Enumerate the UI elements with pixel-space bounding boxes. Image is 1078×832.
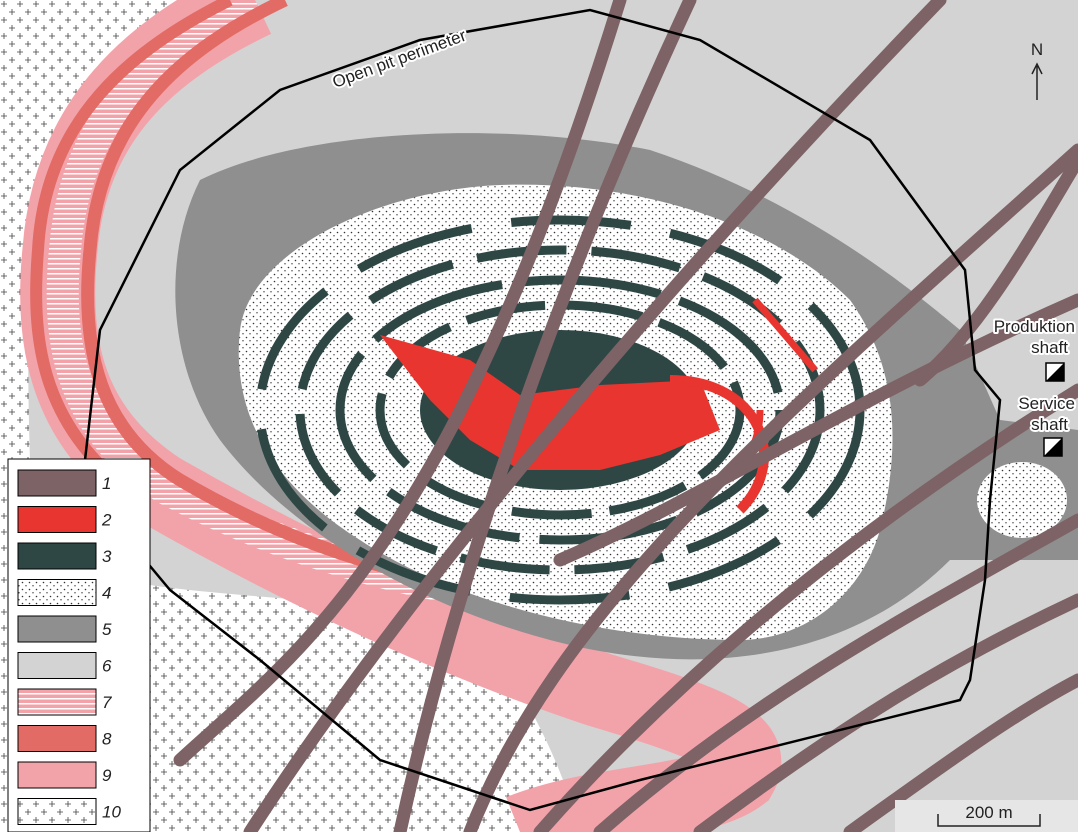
legend-swatch [17,725,97,752]
shaft-label: Produktion [994,317,1075,336]
legend-label: 4 [102,584,111,603]
dikes [173,0,1078,832]
legend-swatch [17,579,97,606]
legend-swatch [17,798,97,825]
red-band [30,0,233,505]
ore-body [380,335,720,470]
legend-label: 6 [102,657,112,676]
legend-label: 5 [102,620,112,639]
legend-label: 7 [102,693,112,712]
ore-lens [752,297,818,373]
legend-swatch [17,761,97,789]
red-band [81,0,471,592]
legend-swatch [17,542,97,570]
legend-label: 10 [102,803,121,822]
shaft-icon [1043,437,1063,457]
dotted-zone [977,462,1067,538]
legend-label: 2 [101,511,112,530]
legend-swatch [17,506,97,533]
shaft-label: shaft [1031,338,1068,357]
north-label: N [1031,40,1043,59]
scale-bar [937,814,1041,827]
scale-label: 200 m [965,803,1012,822]
pit-perimeter [83,8,1002,812]
shaft-label: Service [1018,394,1075,413]
striped-band [46,0,473,606]
north-arrow [1031,62,1043,100]
legend: 1 2 3 4 5 6 7 8 9 10 [17,469,121,825]
legend-label: 9 [102,766,112,785]
shaft-icon [1045,362,1065,382]
legend-label: 8 [102,730,112,749]
legend-swatch [17,615,97,643]
legend-swatch [17,652,97,679]
legend-label: 1 [102,474,111,493]
shaft-label: shaft [1031,415,1068,434]
legend-swatch [17,688,97,716]
legend-swatch [17,469,97,497]
legend-label: 3 [102,547,112,566]
